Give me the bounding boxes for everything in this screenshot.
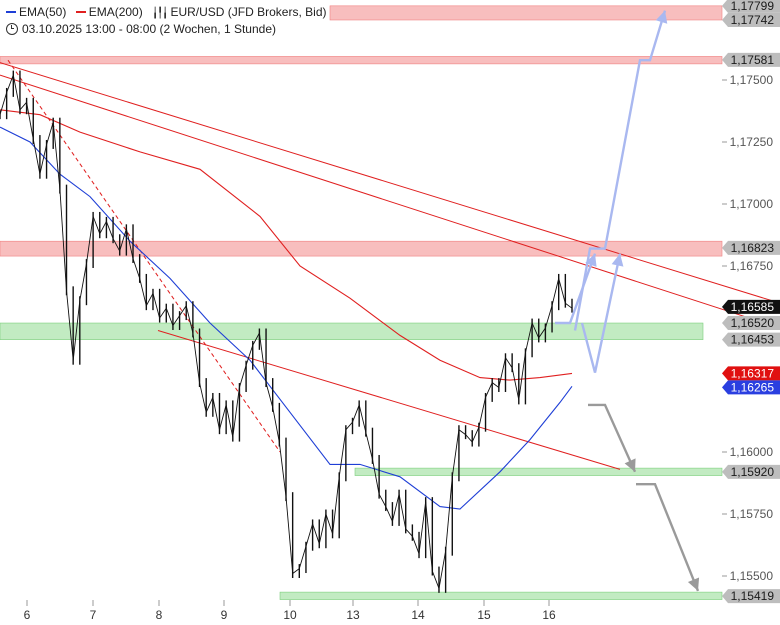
x-tick-label: 6 [24, 608, 31, 622]
price-label-text: 1,17581 [731, 53, 775, 67]
price-label-gray: 1,15920 [722, 464, 780, 479]
period-label: 03.10.2025 13:00 - 08:00 [22, 22, 157, 36]
price-label-bg [722, 52, 780, 67]
legend-ema200: EMA(200) [75, 5, 146, 19]
price-label-gray: 1,15419 [722, 589, 780, 604]
scenario-arrows [555, 10, 700, 592]
price-label-text: 1,16823 [731, 241, 775, 255]
price-label-bg [722, 316, 780, 331]
trendline [157, 330, 621, 470]
legend-ema50: EMA(50) [6, 5, 70, 19]
y-tick-label: 1,17000 [730, 197, 774, 211]
price-label-bg [722, 380, 780, 395]
price-label-text: 1,17742 [731, 13, 775, 27]
price-label-blue: 1,16265 [722, 380, 780, 395]
y-tick-label: 1,15750 [730, 507, 774, 521]
price-label-gray: 1,16823 [722, 240, 780, 255]
price-label-bg [722, 332, 780, 347]
y-axis: 1,17500 1,17250 1,17000 1,16750 1,16000 1,157… [722, 73, 773, 583]
x-tick-label: 9 [221, 608, 228, 622]
price-label-gray: 1,16520 [722, 316, 780, 331]
trendlines [0, 59, 780, 470]
price-label-gray: 1,17581 [722, 52, 780, 67]
price-label-red: 1,16317 [722, 366, 780, 381]
y-tick-label: 1,15500 [730, 569, 774, 583]
legend: EMA(50) EMA(200) ╽╿╽ EUR/USD (JFD Broker… [6, 5, 333, 19]
price-label-bg [722, 12, 780, 27]
y-tick-label: 1,16750 [730, 259, 774, 273]
price-label-text: 1,15920 [731, 465, 775, 479]
price-label-gray: 1,16453 [722, 332, 780, 347]
x-tick-label: 13 [346, 608, 360, 622]
clock-icon [6, 22, 18, 35]
y-tick-label: 1,17500 [730, 73, 774, 87]
ema200-swatch [75, 10, 86, 13]
price-label-text: 1,16453 [731, 333, 775, 347]
price-label-text: 1,17799 [731, 0, 775, 13]
price-label-gray: 1,17799 [722, 0, 780, 13]
x-tick-label: 10 [283, 608, 297, 622]
zone-green [0, 322, 704, 340]
price-label-bg [722, 366, 780, 381]
price-label-gray: 1,17742 [722, 13, 780, 27]
arrowhead-blue [611, 253, 624, 267]
y-tick-label: 1,17250 [730, 135, 774, 149]
price-label-black: 1,16585 [722, 299, 780, 314]
ema50-label: EMA(50) [19, 5, 67, 19]
price-close-line [0, 73, 573, 591]
trendline [0, 62, 780, 304]
zone-red [0, 56, 723, 65]
x-tick-label: 7 [90, 608, 97, 622]
price-label-text: 1,16520 [731, 316, 775, 330]
x-tick-label: 16 [542, 608, 556, 622]
zone-red [0, 240, 723, 257]
arrowhead-gray [624, 458, 636, 472]
zone-green [354, 467, 723, 476]
price-label-text: 1,16585 [731, 300, 775, 314]
price-label-bg [722, 299, 780, 314]
scenario-arrow-gray [636, 483, 700, 592]
period-line: 03.10.2025 13:00 - 08:00 (2 Wochen, 1 St… [6, 22, 276, 36]
ema200-label: EMA(200) [88, 5, 143, 19]
price-label-bg [722, 0, 780, 13]
range-label: (2 Wochen, 1 Stunde) [159, 22, 276, 36]
price-label-bg [722, 240, 780, 255]
arrowhead-gray [687, 577, 700, 591]
trendline [0, 74, 780, 329]
x-tick-label: 15 [477, 608, 491, 622]
x-tick-label: 14 [411, 608, 425, 622]
x-axis: 6 7 8 9 10 13 14 15 16 [24, 600, 556, 622]
zone-green [279, 591, 723, 600]
ema50-line [0, 126, 573, 510]
support-resistance-zones [0, 5, 723, 600]
price-label-bg [722, 464, 780, 479]
y-tick-label: 1,16000 [730, 445, 774, 459]
ema50-swatch [6, 10, 16, 13]
zone-red [329, 5, 723, 21]
price-line [0, 70, 573, 593]
scenario-arrow-blue [580, 253, 622, 373]
legend-instrument: ╽╿╽ EUR/USD (JFD Brokers, Bid) [152, 5, 326, 19]
scenario-arrow-gray [588, 403, 637, 473]
price-label-text: 1,16265 [731, 380, 775, 394]
price-label-text: 1,16317 [731, 366, 775, 380]
x-tick-label: 8 [156, 608, 163, 622]
price-label-text: 1,15419 [731, 589, 775, 603]
arrowhead-blue [655, 10, 668, 24]
instrument-label: EUR/USD (JFD Brokers, Bid) [170, 5, 327, 19]
scenario-arrow-blue [555, 253, 597, 325]
ema50-curve [0, 126, 573, 510]
price-label-bg [722, 589, 780, 604]
candles-icon: ╽╿╽ [152, 8, 168, 19]
arrowhead-blue [585, 253, 597, 267]
